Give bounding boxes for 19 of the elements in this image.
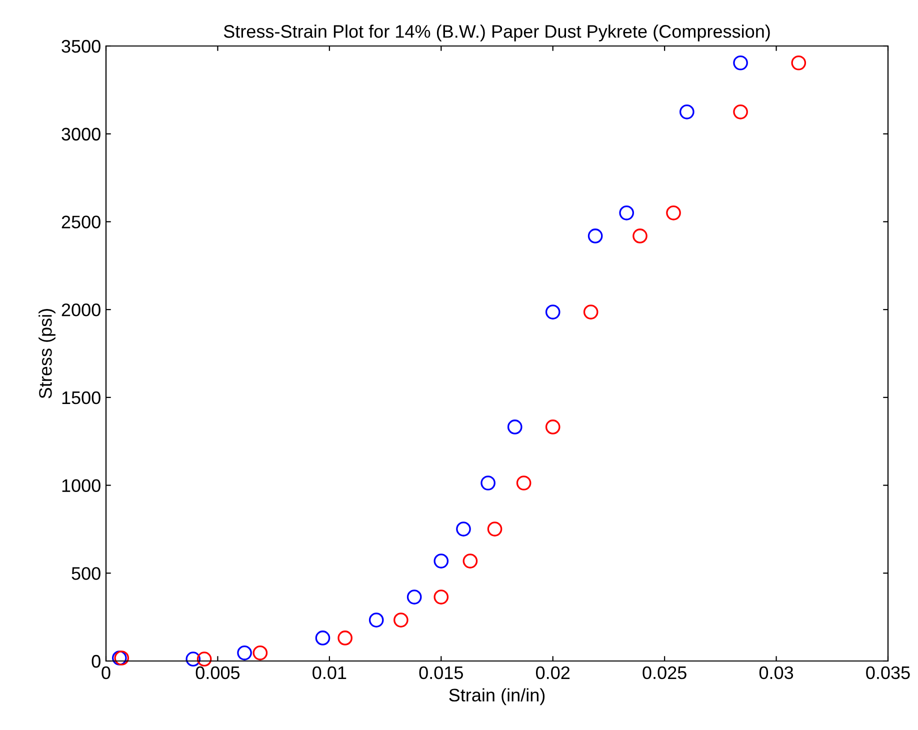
y-tick-label: 2000 xyxy=(62,304,100,316)
x-tick-label: 0.03 xyxy=(759,666,794,680)
y-tick-label: 3000 xyxy=(62,128,100,141)
y-tick-label: 0 xyxy=(92,654,100,668)
x-tick-label: 0.005 xyxy=(196,666,240,680)
y-tick-label: 1500 xyxy=(62,391,100,404)
x-tick-label: 0.035 xyxy=(866,666,910,680)
x-tick-label: 0.01 xyxy=(312,666,346,680)
x-tick-label: 0.015 xyxy=(419,666,463,680)
chart-title: Stress-Strain Plot for 14% (B.W.) Paper Dust Pykrete (Compression) xyxy=(224,24,770,42)
x-tick-label: 0.02 xyxy=(536,666,570,680)
y-tick-label: 2500 xyxy=(62,216,100,228)
y-tick-label: 3500 xyxy=(62,40,100,53)
x-tick-label: 0.025 xyxy=(642,666,686,680)
y-tick-label: 1000 xyxy=(62,479,100,492)
y-axis-title: Stress (psi) xyxy=(38,308,56,398)
x-axis-title: Strain (in/in) xyxy=(449,688,545,706)
x-tick-label: 0 xyxy=(102,666,110,680)
y-tick-label: 500 xyxy=(72,567,100,580)
